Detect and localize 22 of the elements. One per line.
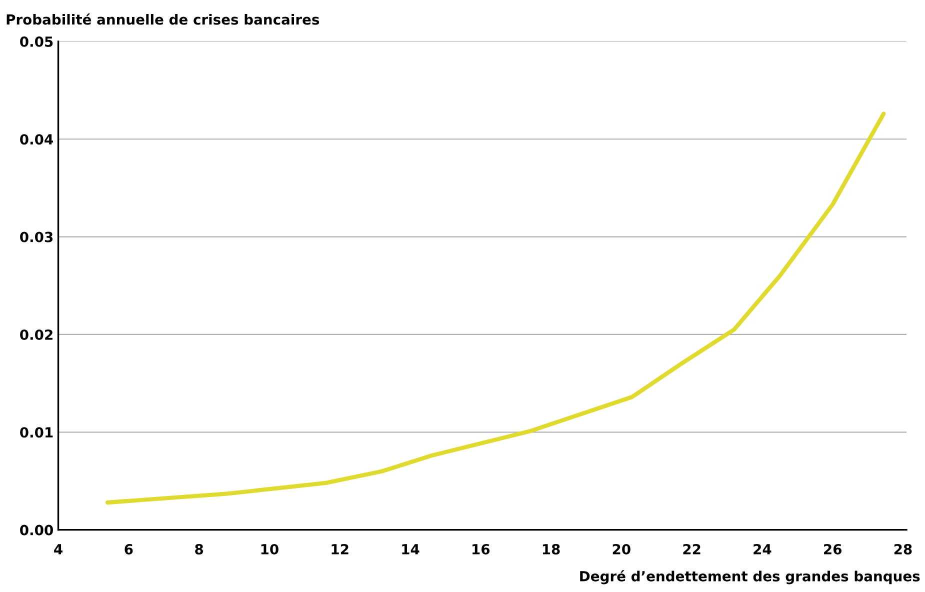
x-tick-label: 22 [683, 544, 700, 554]
x-tick-label: 18 [542, 544, 560, 554]
x-tick-label: 12 [332, 544, 348, 554]
y-tick-label: 0.03 [20, 232, 53, 242]
x-tick-label: 8 [195, 544, 204, 554]
line-series [105, 112, 886, 505]
x-tick-label: 28 [894, 544, 912, 554]
x-tick-label: 24 [754, 544, 772, 554]
x-axis-title: Degré d’endettement des grandes banques [580, 570, 920, 584]
x-tick-label: 4 [54, 544, 62, 554]
y-tick-label: 0.05 [20, 36, 53, 47]
x-tick-label: 20 [612, 544, 630, 554]
x-tick-label: 14 [402, 544, 420, 554]
y-axis-title: Probabilité annuelle de crises bancaires [6, 13, 320, 25]
y-tick-label: 0.01 [20, 427, 53, 438]
x-tick-label: 16 [472, 544, 490, 554]
x-tick-label: 26 [824, 544, 842, 554]
y-tick-label: 0.00 [20, 524, 53, 536]
x-tick-label: 6 [124, 544, 133, 554]
x-tick-label: 10 [261, 544, 278, 554]
y-tick-label: 0.02 [20, 329, 52, 340]
y-tick-label: 0.04 [20, 134, 54, 145]
